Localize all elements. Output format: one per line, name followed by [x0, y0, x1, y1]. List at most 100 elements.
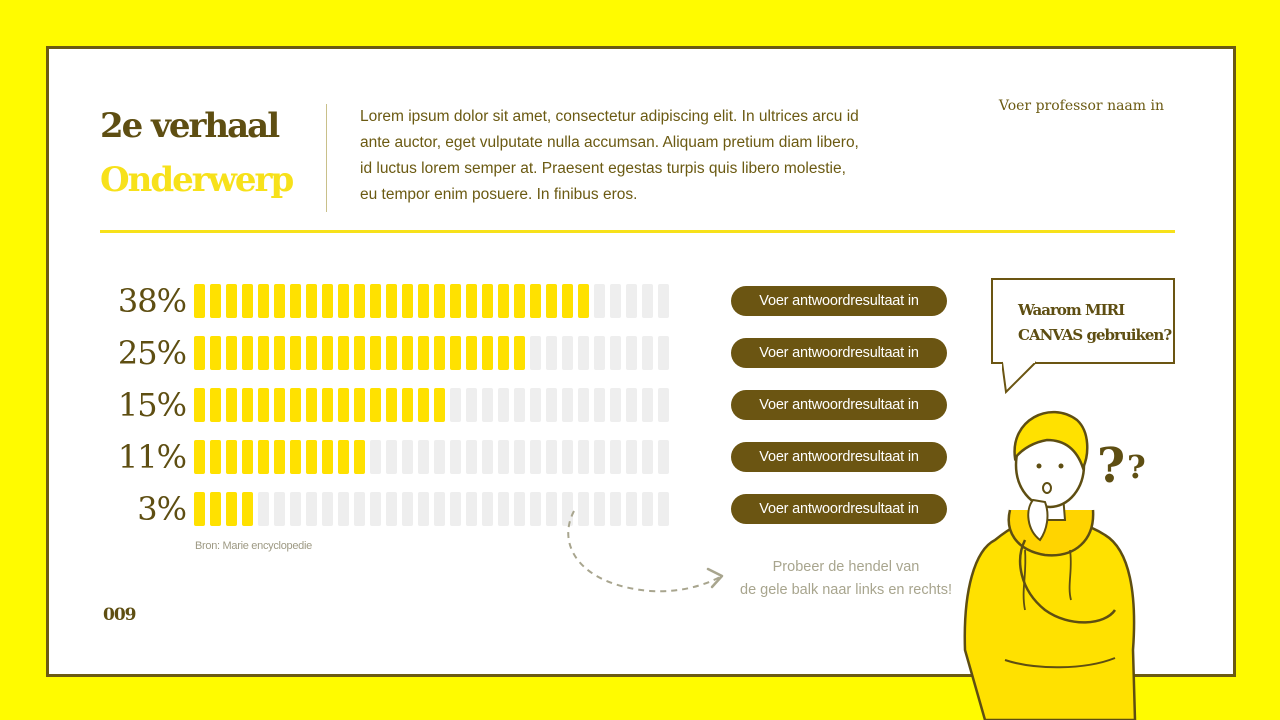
- bar-segment-filled: [498, 284, 509, 318]
- bar-segment-filled: [242, 388, 253, 422]
- segmented-bar[interactable]: [194, 440, 718, 474]
- bar-segment-empty: [562, 440, 573, 474]
- bar-segment-empty: [594, 440, 605, 474]
- bar-segment-filled: [274, 284, 285, 318]
- bar-segment-empty: [498, 492, 509, 526]
- segmented-bar[interactable]: [194, 388, 718, 422]
- result-pill[interactable]: Voer antwoordresultaat in: [731, 286, 947, 316]
- bar-segment-filled: [386, 388, 397, 422]
- bar-segment-empty: [482, 492, 493, 526]
- segmented-bar[interactable]: [194, 492, 718, 526]
- bar-segment-filled: [530, 284, 541, 318]
- bar-segment-filled: [466, 284, 477, 318]
- bar-segment-empty: [546, 440, 557, 474]
- bar-segment-empty: [626, 440, 637, 474]
- bar-segment-empty: [482, 440, 493, 474]
- bar-segment-empty: [626, 336, 637, 370]
- bar-segment-empty: [546, 492, 557, 526]
- bar-segment-empty: [610, 284, 621, 318]
- bar-segment-empty: [610, 336, 621, 370]
- bar-segment-empty: [578, 492, 589, 526]
- bar-segment-filled: [210, 388, 221, 422]
- bar-segment-empty: [258, 492, 269, 526]
- bar-segment-empty: [642, 440, 653, 474]
- bar-segment-empty: [530, 388, 541, 422]
- bar-segment-empty: [354, 492, 365, 526]
- bar-segment-empty: [434, 492, 445, 526]
- bar-segment-empty: [642, 336, 653, 370]
- bar-segment-filled: [242, 440, 253, 474]
- bar-segment-empty: [386, 492, 397, 526]
- segmented-bar[interactable]: [194, 336, 718, 370]
- bar-segment-empty: [322, 492, 333, 526]
- bar-segment-filled: [290, 388, 301, 422]
- bar-segment-empty: [338, 492, 349, 526]
- bar-segment-empty: [402, 440, 413, 474]
- bar-segment-filled: [274, 440, 285, 474]
- bar-segment-filled: [466, 336, 477, 370]
- thinking-person-icon: ? ?: [963, 410, 1146, 720]
- bar-segment-empty: [594, 284, 605, 318]
- bar-segment-empty: [498, 388, 509, 422]
- bar-segment-empty: [514, 440, 525, 474]
- result-pill[interactable]: Voer antwoordresultaat in: [731, 442, 947, 472]
- bar-segment-filled: [354, 336, 365, 370]
- bar-segment-filled: [258, 388, 269, 422]
- bar-segment-filled: [226, 336, 237, 370]
- bubble-text: Waarom MIRI CANVAS gebruiken?: [1018, 298, 1178, 348]
- bar-segment-empty: [370, 440, 381, 474]
- bar-segment-empty: [450, 440, 461, 474]
- professor-name[interactable]: Voer professor naam in: [998, 98, 1164, 114]
- source-note: Bron: Marie encyclopedie: [195, 540, 312, 552]
- title-line-1: 2e verhaal: [100, 106, 280, 146]
- bar-segment-filled: [258, 336, 269, 370]
- bar-segment-filled: [306, 336, 317, 370]
- bar-segment-empty: [418, 440, 429, 474]
- bar-segment-filled: [514, 284, 525, 318]
- bar-segment-filled: [514, 336, 525, 370]
- bar-segment-empty: [658, 388, 669, 422]
- bar-segment-empty: [642, 388, 653, 422]
- bar-segment-empty: [306, 492, 317, 526]
- bar-segment-empty: [482, 388, 493, 422]
- bar-segment-filled: [322, 388, 333, 422]
- speech-bubble-tail: [1002, 360, 1037, 394]
- page-number: 009: [103, 605, 136, 625]
- bar-segment-filled: [258, 284, 269, 318]
- percent-label: 38%: [117, 282, 187, 320]
- bar-segment-empty: [530, 336, 541, 370]
- bar-segment-empty: [562, 388, 573, 422]
- segmented-bar[interactable]: [194, 284, 718, 318]
- bar-segment-filled: [498, 336, 509, 370]
- bar-segment-filled: [242, 336, 253, 370]
- bar-segment-empty: [658, 336, 669, 370]
- bar-segment-filled: [354, 440, 365, 474]
- speech-bubble: [991, 278, 1175, 364]
- bar-segment-filled: [306, 388, 317, 422]
- bar-segment-filled: [354, 284, 365, 318]
- result-pill[interactable]: Voer antwoordresultaat in: [731, 338, 947, 368]
- bar-segment-filled: [194, 388, 205, 422]
- bar-segment-filled: [418, 336, 429, 370]
- result-pill[interactable]: Voer antwoordresultaat in: [731, 494, 947, 524]
- bar-segment-filled: [418, 284, 429, 318]
- bar-segment-filled: [210, 336, 221, 370]
- svg-text:?: ?: [1127, 448, 1146, 486]
- result-pill[interactable]: Voer antwoordresultaat in: [731, 390, 947, 420]
- percent-label: 25%: [117, 334, 187, 372]
- bar-segment-filled: [402, 336, 413, 370]
- bar-segment-empty: [594, 388, 605, 422]
- bar-segment-empty: [610, 492, 621, 526]
- bar-segment-filled: [194, 336, 205, 370]
- bar-segment-filled: [370, 336, 381, 370]
- bar-segment-empty: [642, 284, 653, 318]
- bar-segment-filled: [370, 284, 381, 318]
- bar-segment-empty: [450, 492, 461, 526]
- bar-segment-filled: [338, 284, 349, 318]
- title-line-2: Onderwerp: [100, 160, 294, 200]
- bar-segment-filled: [434, 388, 445, 422]
- bar-segment-empty: [386, 440, 397, 474]
- bar-segment-filled: [226, 440, 237, 474]
- bar-segment-filled: [482, 336, 493, 370]
- bar-segment-filled: [290, 336, 301, 370]
